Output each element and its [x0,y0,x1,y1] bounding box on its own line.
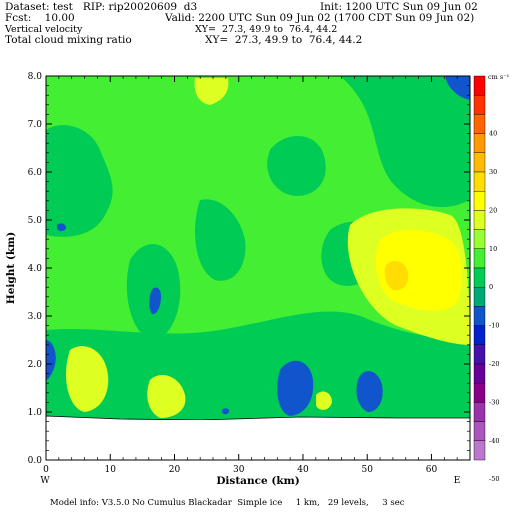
header-fcst: Fcst: 10.00 [5,12,75,24]
terrain-ground [46,415,470,420]
x-right-dir-label: E [454,476,461,486]
region-darkgreen-upperright [340,76,470,208]
colorbar-label: 0 [489,283,493,291]
header-field1-xy: XY= 27.3, 49.9 to 76.4, 44.2 [195,24,338,35]
colorbar-swatch [473,94,486,115]
y-axis: 0.0 1.0 2.0 3.0 4.0 5.0 6.0 7.0 8.0 [28,72,470,466]
y-tick-label: 0.0 [28,456,43,466]
y-tick-label: 3.0 [28,312,43,322]
colorbar-label: -50 [489,475,499,483]
y-tick-label: 8.0 [28,72,43,82]
region-blue-right [356,371,383,412]
x-tick-label: 60 [426,465,438,475]
colorbar-swatch [473,421,486,442]
colorbar-label: 20 [489,206,497,214]
x-axis: 0 10 20 30 40 50 60 [43,76,471,475]
region-orange-yellow [384,260,409,291]
region-lime-lowerleft [65,346,109,412]
region-blue-left-small [57,223,66,231]
colorbar-swatch [473,383,486,403]
x-tick-label: 0 [43,465,49,475]
colorbar-units: cm s⁻¹ [488,73,510,81]
colorbar-swatch [473,248,486,269]
y-tick-label: 7.0 [28,120,43,130]
x-tick-label: 50 [361,465,373,475]
y-axis-label: Height (km) [5,232,17,304]
footer-model-info: Model info: V3.5.0 No Cumulus Blackadar … [50,498,405,508]
colorbar-swatch [473,325,486,346]
y-tick-label: 6.0 [28,168,43,178]
region-darkgreen-center [195,199,246,281]
colorbar-swatch [473,210,486,230]
y-tick-label: 1.0 [28,408,43,418]
header-valid: Valid: 2200 UTC Sun 09 Jun 02 (1700 CDT … [165,12,475,24]
colorbar-swatch [473,114,486,134]
colorbar-label: -20 [489,360,499,368]
region-lime-top [194,78,229,105]
colorbar-swatch [473,344,486,365]
region-lime-low-right [316,391,332,410]
region-lime-lowermid [147,375,186,418]
colorbar-label: 30 [489,168,497,176]
colorbar-swatch [473,267,486,288]
colorbar-label: -10 [489,322,499,330]
header-field1: Vertical velocity [5,24,83,35]
colorbar-swatch [473,133,486,154]
region-blue-dot [222,408,230,415]
colorbar-swatch [473,363,486,384]
colorbar-swatch [473,75,486,96]
y-tick-label: 5.0 [28,216,43,226]
y-tick-label: 2.0 [28,360,43,370]
header-dataset: Dataset: test RIP: rip20020609 d3 [5,1,198,13]
colorbar-swatch [473,171,486,192]
region-blue-center [277,360,314,416]
colorbar-swatch [473,152,486,173]
y-tick-label: 4.0 [28,264,43,274]
x-tick-label: 40 [297,465,309,475]
colorbar-label: -30 [489,398,499,406]
region-blue-left-edge [46,340,56,380]
region-blue-top-right [445,76,470,100]
x-left-dir-label: W [40,476,50,486]
colorbar: 40 30 20 10 0 -10 -20 -30 -40 -50 [473,75,499,483]
colorbar-swatch [473,306,486,326]
colorbar-label: 10 [489,245,497,253]
x-axis-label: Distance (km) [216,475,299,487]
x-tick-label: 30 [233,465,245,475]
header-init: Init: 1200 UTC Sun 09 Jun 02 [320,1,478,13]
region-blue-column [149,287,161,315]
colorbar-label: -40 [489,437,499,445]
header-field2-xy: XY= 27.3, 49.9 to 76.4, 44.2 [205,34,363,46]
colorbar-swatch [473,440,486,461]
header-field2: Total cloud mixing ratio [5,34,132,46]
x-tick-label: 10 [105,465,117,475]
colorbar-swatch [473,190,486,211]
colorbar-swatch [473,402,486,422]
x-tick-label: 20 [169,465,181,475]
plot-area [46,76,470,420]
region-yellow [375,229,462,311]
colorbar-swatch [473,229,486,250]
colorbar-swatch [473,287,486,307]
region-darkgreen-mid [267,136,326,196]
region-darkgreen-upperleft [46,125,113,237]
colorbar-label: 40 [489,130,497,138]
